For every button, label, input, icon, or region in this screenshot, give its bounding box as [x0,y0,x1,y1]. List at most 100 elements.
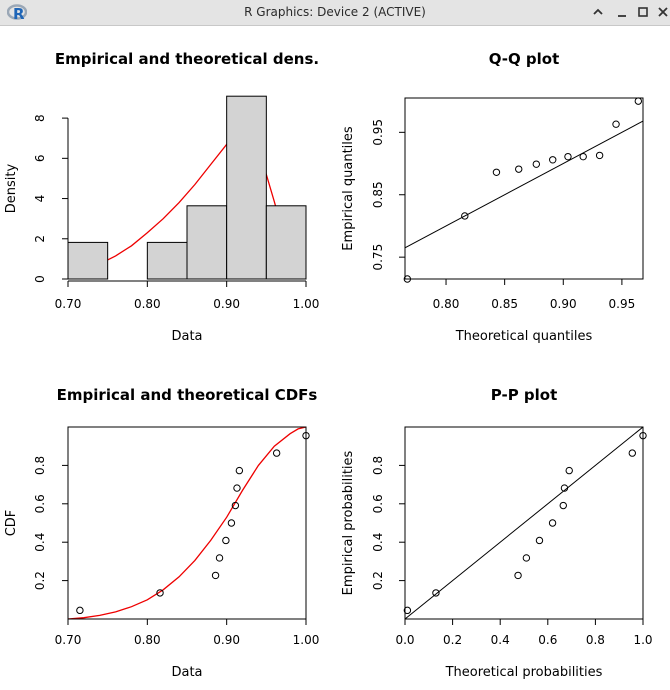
data-point [548,519,557,527]
histogram-bar [186,205,228,280]
data-point [403,606,412,615]
chevron-up-icon[interactable] [590,4,606,20]
close-icon[interactable] [655,4,670,20]
y-tick-label: 0.2 [33,571,47,590]
r-logo-icon: R [7,4,27,21]
data-point [227,519,236,527]
y-tick-label: 0.2 [371,571,385,590]
data-point [535,536,544,545]
x-tick-label: 0.80 [134,297,161,311]
data-point [211,571,220,580]
x-axis-label: Data [171,665,202,680]
x-tick-label: 1.00 [293,633,320,647]
x-tick-label: 1.00 [293,297,320,311]
data-point [235,466,244,475]
minimize-icon[interactable] [614,4,630,20]
panel-4: P-P plot Theoretical probabilities Empiric… [341,386,653,680]
y-axis-label: Density [4,163,19,213]
chart-title: Q-Q plot [489,50,560,68]
chart-title: Empirical and theoretical CDFs [57,386,318,404]
data-point [432,589,440,597]
x-axis-label: Data [171,329,202,344]
data-point [628,449,636,457]
chart-title: Empirical and theoretical dens. [55,50,319,68]
data-point [233,484,241,492]
window-title: R Graphics: Device 2 (ACTIVE) [244,5,426,19]
plot-canvas: Empirical and theoretical dens. Data Densi… [4,50,653,680]
data-point [564,152,572,161]
panel-3: Empirical and theoretical CDFs Data CDF 0.7… [4,386,319,680]
data-point [231,501,240,510]
svg-text:R: R [13,5,25,21]
histogram-bar [146,241,188,280]
y-tick-label: 4 [33,195,47,203]
x-tick-label: 0.80 [134,633,161,647]
plot-area: Empirical and theoretical dens. Data Densi… [0,26,670,690]
x-axis-label: Theoretical quantiles [455,329,593,344]
x-tick-label: 0.90 [550,297,577,311]
x-tick-label: 0.70 [55,297,82,311]
plot-frame [404,426,644,620]
y-tick-label: 0.6 [371,494,385,513]
theoretical-curve [68,427,306,619]
data-layer [68,427,306,619]
data-point [579,152,587,161]
y-tick-label: 0.8 [33,456,47,475]
data-point [156,589,164,597]
plot-frame [404,97,644,280]
x-axis-label: Theoretical probabilities [445,665,603,680]
panel-2: Q-Q plot Theoretical quantiles Empirical q… [341,50,644,344]
y-tick-label: 0.85 [371,181,385,208]
reference-line [404,426,644,620]
y-tick-label: 0 [33,275,47,283]
x-tick-label: 0.6 [538,633,557,647]
data-point [532,160,541,168]
data-point [515,165,523,173]
y-tick-label: 0.95 [371,119,385,146]
data-point [565,466,573,475]
y-axis-label: Empirical probabilities [341,450,356,595]
x-tick-label: 0.4 [491,633,510,647]
x-tick-label: 0.95 [609,297,636,311]
plot-frame [67,426,307,620]
data-point [272,449,281,457]
data-point [461,212,469,220]
y-tick-label: 0.75 [371,244,385,271]
data-point [222,536,230,545]
x-tick-label: 0.85 [491,297,518,311]
title-bar[interactable]: R R Graphics: Device 2 (ACTIVE) [0,0,670,26]
data-point [492,168,501,176]
data-point [639,431,647,440]
maximize-icon[interactable] [635,4,651,20]
data-point [403,275,412,283]
x-tick-label: 0.8 [586,633,605,647]
data-point [595,151,604,160]
histogram-bar [265,205,307,280]
data-point [76,606,84,615]
y-tick-label: 0.4 [371,533,385,552]
data-point [560,484,569,492]
x-tick-label: 1.0 [633,633,652,647]
x-tick-label: 0.80 [433,297,460,311]
data-point [612,120,620,128]
chart-title: P-P plot [491,386,558,404]
y-axis-label: CDF [4,510,19,537]
y-tick-label: 0.4 [33,533,47,552]
x-tick-label: 0.0 [395,633,414,647]
y-tick-label: 8 [33,114,47,122]
x-tick-label: 0.2 [443,633,462,647]
data-point [215,554,224,562]
y-tick-label: 0.8 [371,456,385,475]
data-point [522,554,531,562]
panel-1: Empirical and theoretical dens. Data Densi… [4,50,319,344]
x-tick-label: 0.70 [55,633,82,647]
data-point [549,156,557,164]
y-tick-label: 2 [33,235,47,243]
x-tick-label: 0.90 [213,633,240,647]
histogram-bar [226,95,267,280]
x-tick-label: 0.90 [213,297,240,311]
data-point [559,501,567,510]
data-point [302,431,310,440]
reference-line [404,120,644,249]
